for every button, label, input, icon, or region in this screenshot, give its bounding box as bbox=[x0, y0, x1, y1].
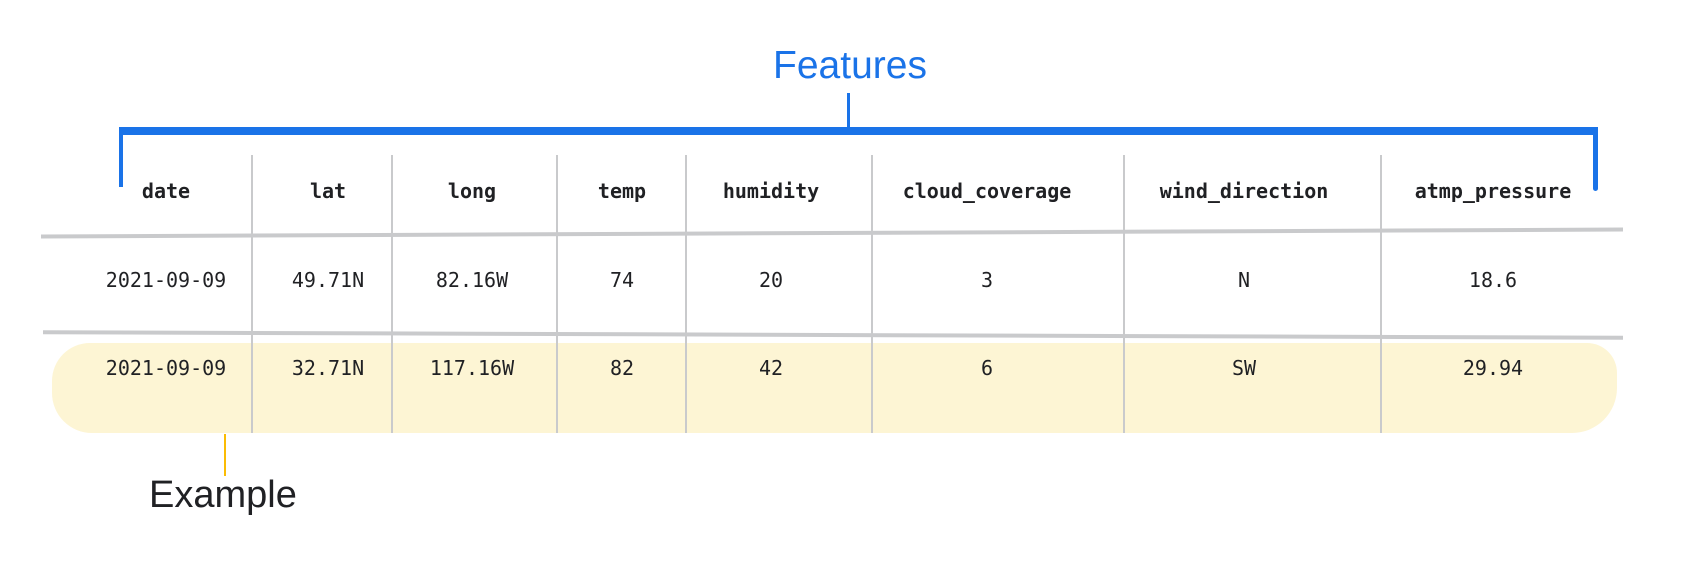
features-bracket-right-end bbox=[1593, 127, 1598, 191]
table-cell: 32.71N bbox=[291, 356, 365, 380]
header-divider bbox=[40, 227, 1624, 239]
table-cell: 2021-09-09 bbox=[105, 356, 227, 380]
table-cell: 18.6 bbox=[1468, 268, 1518, 292]
example-pointer-line bbox=[224, 434, 226, 476]
column-divider bbox=[871, 155, 873, 433]
table-cell: 82 bbox=[609, 356, 635, 380]
column-divider bbox=[1380, 155, 1382, 433]
column-divider bbox=[685, 155, 687, 433]
table-cell: 6 bbox=[980, 356, 994, 380]
table-cell: 29.94 bbox=[1462, 356, 1524, 380]
table-cell: 74 bbox=[609, 268, 635, 292]
column-header-atmp-pressure: atmp_pressure bbox=[1414, 179, 1572, 203]
table-cell: 42 bbox=[758, 356, 784, 380]
example-row-highlight bbox=[52, 343, 1617, 433]
column-divider bbox=[391, 155, 393, 433]
column-header-wind-direction: wind_direction bbox=[1159, 179, 1329, 203]
example-label: Example bbox=[149, 474, 297, 516]
column-header-lat: lat bbox=[309, 179, 347, 203]
table-cell: 20 bbox=[758, 268, 784, 292]
table-cell: 49.71N bbox=[291, 268, 365, 292]
column-header-date: date bbox=[141, 179, 191, 203]
table-cell: N bbox=[1237, 268, 1251, 292]
column-divider bbox=[1123, 155, 1125, 433]
table-cell: 3 bbox=[980, 268, 994, 292]
features-bracket-left-end bbox=[119, 127, 123, 187]
features-bracket-stem bbox=[847, 93, 850, 131]
column-header-cloud-coverage: cloud_coverage bbox=[902, 179, 1072, 203]
features-label: Features bbox=[773, 44, 927, 87]
row-divider bbox=[42, 330, 1624, 340]
column-header-long: long bbox=[447, 179, 497, 203]
column-header-temp: temp bbox=[597, 179, 647, 203]
table-cell: SW bbox=[1231, 356, 1257, 380]
column-header-humidity: humidity bbox=[722, 179, 820, 203]
table-cell: 2021-09-09 bbox=[105, 268, 227, 292]
column-divider bbox=[251, 155, 253, 433]
table-cell: 82.16W bbox=[435, 268, 509, 292]
column-divider bbox=[556, 155, 558, 433]
features-bracket bbox=[119, 127, 1597, 135]
table-cell: 117.16W bbox=[429, 356, 515, 380]
